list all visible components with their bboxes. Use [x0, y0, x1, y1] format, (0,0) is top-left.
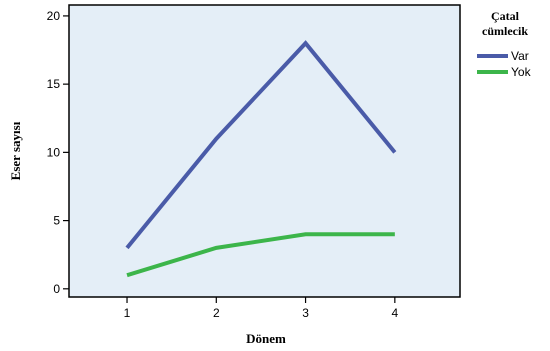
legend-title-line2: cümlecik — [482, 24, 528, 38]
legend-title-line1: Çatal — [491, 9, 520, 23]
y-tick-label: 10 — [47, 145, 61, 159]
series-lines — [125, 40, 397, 278]
y-tick-label: 5 — [53, 214, 60, 228]
y-axis: 0 5 10 15 20 — [47, 9, 69, 296]
series-line-yok — [126, 232, 395, 278]
series-line-var — [125, 40, 397, 250]
legend: Çatal cümlecik Var Yok — [477, 9, 532, 79]
x-tick-label: 4 — [391, 306, 398, 320]
y-tick-label: 0 — [53, 282, 60, 296]
x-axis: 1 2 3 4 — [124, 297, 398, 320]
legend-items: Var Yok — [477, 49, 532, 79]
x-tick-label: 1 — [124, 306, 131, 320]
x-tick-label: 3 — [302, 306, 309, 320]
y-tick-label: 20 — [47, 9, 61, 23]
legend-label-yok: Yok — [511, 65, 532, 79]
y-tick-label: 15 — [47, 77, 61, 91]
plot-area — [68, 4, 461, 298]
y-axis-title: Eser sayısı — [8, 121, 23, 180]
x-tick-label: 2 — [213, 306, 220, 320]
legend-label-var: Var — [511, 49, 529, 63]
x-axis-title: Dönem — [246, 331, 286, 346]
